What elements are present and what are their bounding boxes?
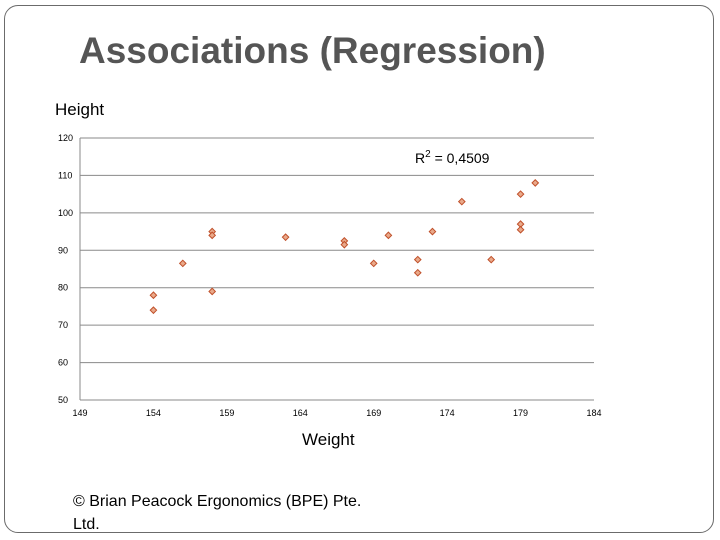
data-point bbox=[369, 259, 378, 268]
grid-lines bbox=[80, 137, 594, 401]
y-tick-label: 120 bbox=[58, 133, 73, 143]
y-tick-label: 50 bbox=[58, 395, 68, 405]
data-points bbox=[149, 179, 540, 315]
x-axis-label: Weight bbox=[302, 430, 355, 449]
data-point bbox=[384, 231, 393, 240]
data-point bbox=[178, 259, 187, 268]
r-squared-annotation: R2 = 0,4509 bbox=[415, 149, 490, 166]
y-tick-label: 110 bbox=[58, 170, 72, 180]
y-tick-label: 60 bbox=[58, 358, 68, 368]
data-point bbox=[208, 231, 217, 240]
x-tick-label: 159 bbox=[219, 408, 234, 418]
data-point bbox=[149, 306, 158, 315]
data-point bbox=[413, 255, 422, 264]
x-tick-label: 149 bbox=[72, 408, 87, 418]
x-tick-label: 164 bbox=[293, 408, 308, 418]
x-tick-label: 184 bbox=[586, 408, 601, 418]
data-point bbox=[457, 197, 466, 206]
y-tick-label: 100 bbox=[58, 208, 73, 218]
y-axis-label: Height bbox=[55, 100, 105, 119]
data-point bbox=[428, 227, 437, 236]
slide-title: Associations (Regression) bbox=[79, 30, 546, 71]
y-tick-labels: 50 60 70 80 90 100 110 120 bbox=[58, 133, 73, 405]
y-tick-label: 80 bbox=[58, 283, 68, 293]
data-point bbox=[531, 179, 540, 187]
x-tick-label: 169 bbox=[366, 408, 381, 418]
data-point bbox=[208, 287, 217, 296]
slide-frame bbox=[4, 5, 714, 533]
data-point bbox=[516, 190, 525, 199]
data-point bbox=[149, 291, 158, 300]
x-tick-labels: 149 154 159 164 169 174 179 184 bbox=[72, 408, 601, 418]
data-point bbox=[340, 240, 349, 249]
data-point bbox=[281, 233, 290, 242]
y-tick-label: 70 bbox=[58, 320, 68, 330]
data-point bbox=[487, 255, 496, 264]
x-tick-label: 179 bbox=[513, 408, 528, 418]
copyright-text: © Brian Peacock Ergonomics (BPE) Pte. Lt… bbox=[73, 493, 362, 533]
data-point bbox=[413, 268, 422, 277]
x-tick-label: 174 bbox=[440, 408, 455, 418]
x-tick-label: 154 bbox=[146, 408, 161, 418]
data-point bbox=[516, 225, 525, 234]
y-tick-label: 90 bbox=[58, 245, 68, 255]
